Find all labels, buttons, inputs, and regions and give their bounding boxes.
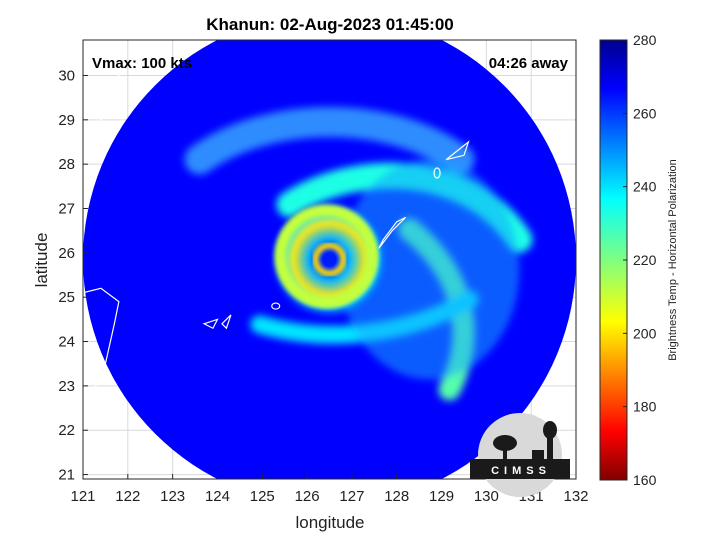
colorbar-tick-label: 220 [633, 252, 657, 268]
outer-band [184, 107, 475, 175]
colorbar-tick-label: 240 [633, 179, 657, 195]
axes-box [82, 39, 577, 480]
colorbar-label: Brightness Temp - Horizontal Polarizatio… [667, 159, 679, 361]
x-axis-label: longitude [295, 513, 364, 532]
x-tick-label: 127 [339, 488, 364, 505]
y-tick-label: 22 [58, 422, 75, 439]
y-axis-label: latitude [32, 233, 51, 288]
vmax-annotation: Vmax: 100 kts [92, 55, 192, 72]
x-tick-label: 126 [295, 488, 320, 505]
island-iriomote [202, 318, 219, 330]
x-tick-label: 128 [384, 488, 409, 505]
x-tick-label: 129 [429, 488, 454, 505]
island-tokunoshima [433, 167, 441, 179]
cloud-shield [339, 159, 520, 380]
x-tick-label: 130 [474, 488, 499, 505]
y-tick-label: 21 [58, 467, 75, 484]
y-ticks: 21 22 23 24 25 26 27 28 29 30 [58, 67, 88, 484]
colorbar-ticks: 280 260 240 220 200 180 160 [623, 32, 657, 488]
coastline-china [83, 66, 124, 156]
chart-title: Khanun: 02-Aug-2023 01:45:00 [206, 15, 454, 34]
time-away-annotation: 04:26 away [489, 55, 569, 72]
eye-structure [269, 199, 390, 320]
eyewall-ring [274, 204, 379, 309]
x-tick-label: 132 [563, 488, 588, 505]
colorbar-tick-label: 180 [633, 399, 657, 415]
x-tick-label: 124 [205, 488, 230, 505]
island-ishigaki [221, 314, 232, 330]
island-amami [445, 140, 470, 161]
colorbar-tick-label: 200 [633, 325, 657, 341]
rainbands [184, 107, 533, 401]
island-miyako [271, 302, 281, 310]
x-tick-label: 123 [160, 488, 185, 505]
colorbar-tick-label: 160 [633, 472, 657, 488]
y-tick-label: 25 [58, 289, 75, 306]
y-tick-label: 23 [58, 378, 75, 395]
y-tick-label: 28 [58, 156, 75, 173]
x-tick-label: 122 [115, 488, 140, 505]
cimss-logo: CIMSS [470, 413, 570, 497]
brightness-swath [83, 40, 576, 479]
coastline-taiwan [83, 287, 120, 405]
coastlines [83, 66, 470, 405]
colorbar [599, 39, 628, 481]
colorbar-tick-label: 280 [633, 32, 657, 48]
y-tick-label: 24 [58, 334, 75, 351]
x-tick-label: 121 [70, 488, 95, 505]
colorbar-tick-label: 260 [633, 105, 657, 121]
y-tick-label: 30 [58, 67, 75, 84]
y-tick-label: 29 [58, 112, 75, 129]
eye-center [322, 252, 337, 267]
y-tick-label: 27 [58, 201, 75, 218]
y-tick-label: 26 [58, 245, 75, 262]
x-tick-label: 125 [250, 488, 275, 505]
logo-text: CIMSS [491, 465, 551, 477]
island-okinawa [378, 216, 407, 249]
inner-eyewall [312, 242, 347, 277]
